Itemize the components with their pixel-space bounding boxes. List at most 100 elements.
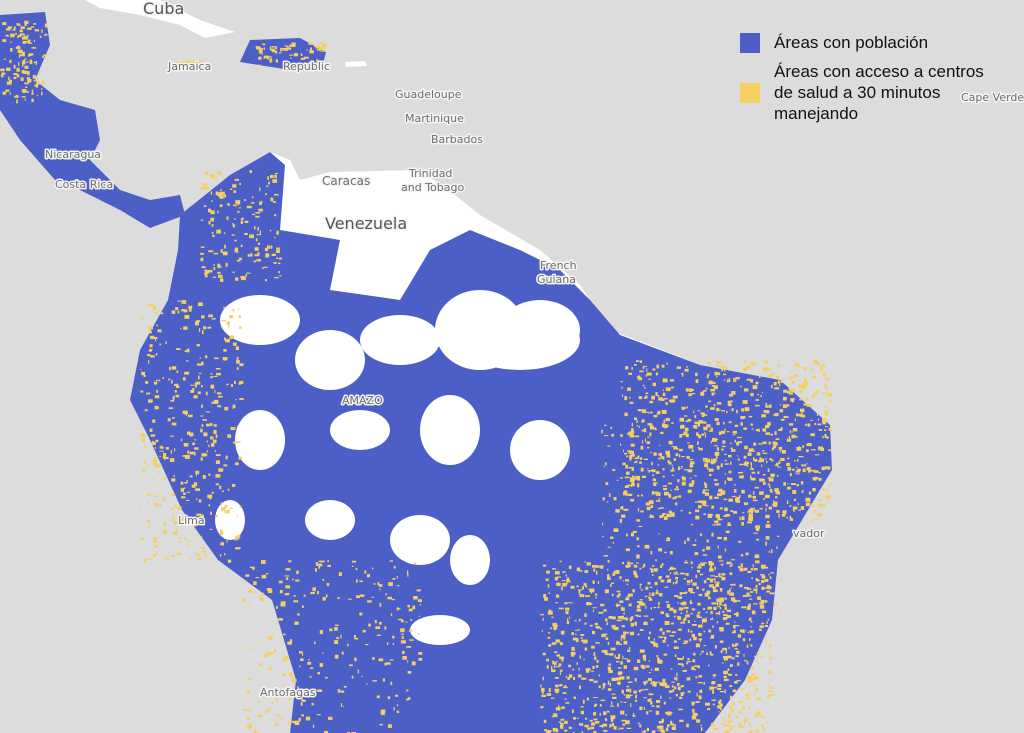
- health-access-speck: [221, 326, 223, 329]
- health-access-speck: [671, 445, 674, 447]
- health-access-speck: [723, 718, 726, 720]
- health-access-speck: [595, 626, 600, 628]
- health-access-speck: [235, 346, 239, 350]
- health-access-speck: [779, 404, 781, 406]
- health-access-speck: [714, 581, 717, 583]
- health-access-speck: [188, 544, 190, 546]
- health-access-speck: [743, 455, 747, 459]
- health-access-speck: [748, 494, 752, 498]
- health-access-speck: [675, 502, 678, 506]
- health-access-speck: [622, 723, 626, 726]
- health-access-speck: [236, 259, 241, 262]
- health-access-speck: [682, 433, 688, 436]
- health-access-speck: [278, 271, 280, 274]
- health-access-speck: [729, 592, 734, 596]
- health-access-speck: [717, 581, 720, 584]
- health-access-speck: [651, 469, 656, 473]
- health-access-speck: [210, 174, 215, 179]
- health-access-speck: [179, 541, 183, 543]
- health-access-speck: [727, 590, 730, 595]
- health-access-speck: [147, 558, 152, 560]
- health-access-speck: [683, 469, 688, 471]
- health-access-speck: [563, 687, 568, 689]
- health-access-speck: [557, 660, 559, 662]
- health-access-speck: [693, 410, 695, 414]
- health-access-speck: [659, 682, 664, 685]
- health-access-speck: [255, 46, 260, 49]
- health-access-speck: [270, 246, 273, 249]
- health-access-speck: [163, 452, 167, 457]
- health-access-speck: [699, 640, 702, 642]
- health-access-speck: [819, 366, 822, 370]
- health-access-speck: [190, 384, 194, 386]
- health-access-speck: [666, 630, 671, 633]
- health-access-speck: [201, 453, 207, 457]
- health-access-speck: [259, 187, 261, 192]
- health-access-speck: [233, 190, 237, 194]
- health-access-speck: [764, 566, 768, 569]
- health-access-speck: [681, 601, 687, 606]
- health-access-speck: [761, 414, 766, 418]
- health-access-speck: [745, 693, 749, 696]
- health-access-speck: [626, 583, 629, 586]
- unpopulated-patch: [330, 410, 390, 450]
- health-access-speck: [713, 677, 715, 679]
- health-access-speck: [773, 503, 776, 507]
- health-access-speck: [607, 568, 609, 571]
- health-access-speck: [299, 651, 303, 654]
- health-access-speck: [805, 423, 808, 426]
- health-access-speck: [680, 612, 683, 614]
- health-access-speck: [553, 713, 556, 718]
- health-access-speck: [603, 435, 609, 437]
- health-access-speck: [566, 579, 570, 582]
- label-dominican-republic: Republic: [283, 60, 330, 73]
- health-access-speck: [395, 694, 399, 697]
- health-access-speck: [722, 709, 724, 711]
- health-access-speck: [772, 445, 777, 448]
- health-access-speck: [720, 365, 725, 368]
- health-access-speck: [558, 607, 564, 610]
- health-access-speck: [158, 471, 161, 475]
- health-access-speck: [278, 52, 282, 54]
- health-access-speck: [759, 602, 764, 605]
- health-access-speck: [734, 621, 736, 623]
- health-access-speck: [734, 483, 736, 486]
- health-access-speck: [143, 435, 148, 437]
- health-access-speck: [787, 483, 789, 485]
- health-access-speck: [273, 201, 276, 203]
- health-access-speck: [644, 458, 647, 460]
- health-access-speck: [217, 265, 222, 268]
- health-access-speck: [655, 710, 660, 715]
- health-access-speck: [554, 576, 558, 581]
- health-access-speck: [735, 377, 740, 380]
- health-access-speck: [295, 720, 299, 725]
- health-access-speck: [615, 570, 620, 574]
- health-access-speck: [623, 640, 628, 645]
- health-access-speck: [22, 41, 27, 44]
- health-access-speck: [166, 558, 169, 560]
- health-access-speck: [25, 61, 30, 63]
- health-access-speck: [159, 446, 164, 449]
- health-access-speck: [636, 605, 641, 609]
- health-access-speck: [691, 602, 693, 604]
- health-access-speck: [823, 384, 827, 388]
- health-access-speck: [608, 663, 612, 666]
- health-access-speck: [201, 315, 205, 319]
- health-access-speck: [18, 34, 22, 37]
- health-access-speck: [706, 467, 709, 470]
- health-access-speck: [247, 254, 253, 257]
- health-access-speck: [317, 65, 322, 69]
- health-access-speck: [336, 637, 339, 640]
- health-access-speck: [234, 538, 238, 541]
- health-access-speck: [638, 601, 644, 606]
- health-access-speck: [759, 715, 765, 718]
- health-access-speck: [620, 477, 623, 479]
- health-access-speck: [814, 363, 820, 365]
- health-access-speck: [387, 596, 392, 600]
- health-access-speck: [633, 666, 639, 671]
- health-access-speck: [16, 23, 20, 25]
- health-access-speck: [565, 611, 569, 615]
- health-access-speck: [813, 470, 818, 473]
- health-access-speck: [688, 661, 692, 663]
